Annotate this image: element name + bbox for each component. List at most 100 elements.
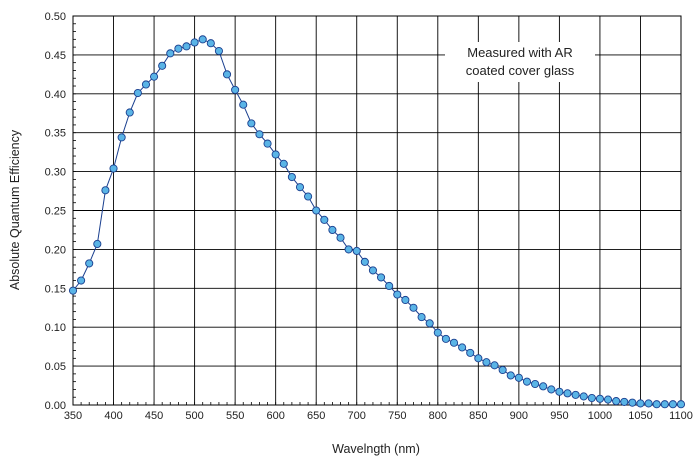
y-tick-label: 0.20 xyxy=(45,244,66,256)
data-point xyxy=(595,394,604,403)
data-point xyxy=(449,338,459,347)
x-tick-label: 850 xyxy=(469,410,487,422)
y-axis-title: Absolute Quantum Efficiency xyxy=(8,129,22,290)
data-point xyxy=(271,150,280,159)
annotation-background xyxy=(445,42,595,82)
data-point xyxy=(425,319,434,328)
data-point xyxy=(222,70,232,79)
data-point xyxy=(287,172,296,182)
data-point xyxy=(125,108,134,117)
data-point xyxy=(441,334,450,343)
data-point xyxy=(150,72,159,81)
data-point xyxy=(239,100,248,109)
data-point xyxy=(304,192,313,201)
series-line xyxy=(72,38,681,405)
data-point xyxy=(68,286,78,295)
data-point xyxy=(490,361,499,370)
data-point xyxy=(401,295,410,305)
data-point xyxy=(174,44,183,53)
data-point xyxy=(466,348,475,357)
data-point xyxy=(344,245,353,254)
data-point xyxy=(620,397,629,406)
annotation-line-1: Measured with AR xyxy=(467,45,573,60)
x-tick-label: 1000 xyxy=(588,410,612,422)
y-tick-labels: 0.00 0.05 0.10 0.15 0.20 0.25 0.30 0.35 0.40 0.45… xyxy=(45,11,66,412)
x-tick-label: 700 xyxy=(348,410,366,422)
data-point xyxy=(133,88,142,98)
data-point xyxy=(166,49,175,58)
y-tick-label: 0.30 xyxy=(45,167,66,179)
data-point xyxy=(652,400,661,409)
data-point xyxy=(571,390,580,399)
data-point xyxy=(190,38,199,47)
y-tick-label: 0.35 xyxy=(45,128,66,140)
data-point xyxy=(360,257,369,266)
x-axis-title: Wavelngth (nm) xyxy=(332,442,420,456)
x-tick-label: 400 xyxy=(104,410,122,422)
data-point xyxy=(522,377,532,386)
data-point xyxy=(531,379,540,389)
data-point xyxy=(563,389,572,398)
y-tick-label: 0.00 xyxy=(45,400,66,412)
y-tick-label: 0.40 xyxy=(45,89,66,101)
data-point xyxy=(458,343,467,352)
y-tick-label: 0.25 xyxy=(45,206,66,218)
data-point xyxy=(547,385,556,394)
data-point xyxy=(352,246,361,256)
y-tick-label: 0.05 xyxy=(45,361,66,373)
data-point xyxy=(109,164,118,173)
data-point xyxy=(587,393,596,403)
data-point xyxy=(377,273,386,282)
y-tick-label: 0.10 xyxy=(45,322,66,334)
data-point xyxy=(214,46,223,56)
data-point xyxy=(312,206,321,215)
data-point xyxy=(368,266,377,275)
x-tick-label: 650 xyxy=(307,410,325,422)
data-point xyxy=(206,39,215,48)
data-point xyxy=(101,186,110,195)
data-point xyxy=(555,387,564,396)
data-point xyxy=(539,382,548,391)
series-line-group xyxy=(72,38,681,405)
data-point xyxy=(660,400,669,409)
data-point xyxy=(158,61,167,70)
y-tick-label: 0.45 xyxy=(45,50,66,62)
data-point xyxy=(279,159,288,168)
data-point xyxy=(514,373,523,382)
data-point xyxy=(498,365,507,375)
data-point xyxy=(644,399,653,408)
x-tick-label: 550 xyxy=(226,410,244,422)
y-tick-label: 0.15 xyxy=(45,283,66,295)
x-tick-labels: 350 400 450 500 550 600 650 700 750 800 850 900 950 1… xyxy=(64,410,693,422)
data-point xyxy=(93,239,102,249)
x-tick-label: 450 xyxy=(145,410,163,422)
data-point xyxy=(506,371,515,380)
data-point xyxy=(336,233,345,242)
x-tick-label: 800 xyxy=(429,410,447,422)
x-tick-label: 350 xyxy=(64,410,82,422)
data-point xyxy=(328,225,337,234)
x-tick-label: 1100 xyxy=(669,410,693,422)
data-point xyxy=(141,80,151,89)
x-tick-label: 500 xyxy=(185,410,203,422)
y-tick-label: 0.50 xyxy=(45,11,66,23)
data-point xyxy=(628,398,637,407)
annotation-box: Measured with AR coated cover glass xyxy=(445,42,595,82)
data-point xyxy=(247,119,256,128)
data-point xyxy=(182,42,191,51)
data-point xyxy=(231,85,240,94)
data-point xyxy=(579,392,588,401)
data-point xyxy=(295,183,305,192)
data-point xyxy=(77,276,86,285)
data-point xyxy=(409,303,418,312)
data-point xyxy=(474,354,483,363)
x-tick-label: 900 xyxy=(510,410,528,422)
data-point xyxy=(676,400,686,409)
x-tick-label: 600 xyxy=(266,410,284,422)
data-point xyxy=(117,133,126,142)
x-tick-label: 750 xyxy=(388,410,406,422)
data-point xyxy=(603,395,613,404)
data-point xyxy=(636,399,645,408)
data-point xyxy=(393,290,402,299)
